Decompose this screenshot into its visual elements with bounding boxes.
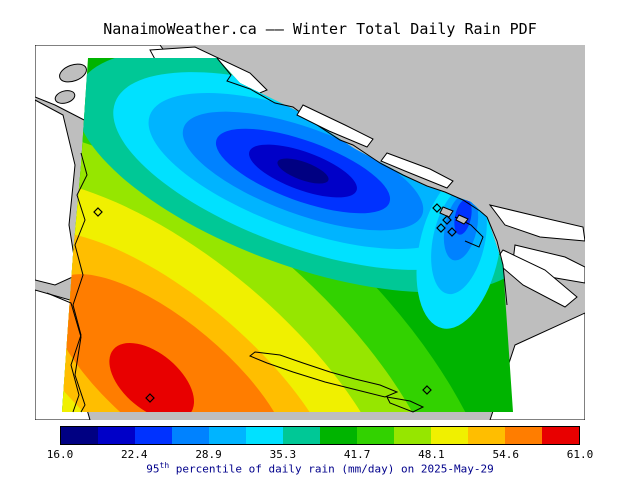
colorbar-tick-label: 41.7 (343, 448, 371, 461)
colorbar-tick-label: 22.4 (121, 448, 148, 461)
coastline-southwest (46, 292, 86, 413)
island-topleft-1 (59, 63, 87, 83)
colorbar-cell (394, 427, 431, 444)
colorbar (60, 426, 580, 445)
island-outline-small (386, 396, 425, 413)
colorbar-cell (98, 427, 135, 444)
colorbar-tick-label: 16.0 (46, 448, 74, 461)
island-outline-long (249, 351, 399, 398)
island-topleft-2 (54, 90, 76, 104)
station-markers (93, 203, 457, 403)
station-marker (432, 203, 442, 213)
caption-prefix: 95 (146, 462, 160, 476)
contour-bands-cool (75, 58, 513, 293)
coastline-west (70, 152, 88, 413)
colorbar-cell (542, 427, 579, 444)
water-shape-left-strip (35, 99, 78, 286)
coastline-strait-edge (486, 216, 508, 306)
contour-band (277, 158, 329, 184)
page-title: NanaimoWeather.ca —— Winter Total Daily … (103, 20, 537, 38)
station-marker (442, 215, 452, 225)
colorbar-cell (209, 427, 246, 444)
colorbar-tick-label: 54.6 (492, 448, 519, 461)
station-marker (447, 227, 457, 237)
island-ne-1 (439, 206, 454, 218)
colorbar-tick-label: 35.3 (269, 448, 297, 461)
contour-bands-warm (62, 76, 505, 412)
water-channel-inlet-a (296, 104, 374, 148)
station-marker (145, 393, 155, 403)
colorbar-cell (320, 427, 357, 444)
colorbar-cell (468, 427, 505, 444)
colorbar-cell (357, 427, 394, 444)
rain-field (62, 58, 513, 412)
coastline-mainland (216, 57, 488, 218)
colorbar-cell (135, 427, 172, 444)
colorbar-cell (431, 427, 468, 444)
caption-superscript: th (159, 461, 170, 470)
caption-rest: percentile of daily rain (mm/day) on 202… (169, 462, 494, 476)
colorbar-cell (246, 427, 283, 444)
colorbar-tick-label: 48.1 (418, 448, 445, 461)
contour-band (109, 342, 195, 412)
water-channel-inlet-b (380, 152, 454, 189)
colorbar-ticks: 16.0 22.4 28.9 35.3 41.7 48.1 54.6 61.0 (47, 448, 594, 461)
colorbar-tick-label: 61.0 (566, 448, 594, 461)
colorbar-cell (61, 427, 98, 444)
colorbar-cell (172, 427, 209, 444)
island-ne-2 (455, 214, 469, 225)
station-marker (436, 223, 446, 233)
colorbar-tick-label: 28.9 (195, 448, 222, 461)
contour-map (35, 45, 585, 420)
colorbar-cell (505, 427, 542, 444)
caption: 95th percentile of daily rain (mm/day) o… (0, 461, 640, 476)
station-marker (93, 207, 103, 217)
water-shape-inlet-1 (488, 204, 585, 242)
station-marker (422, 385, 432, 395)
colorbar-cell (283, 427, 320, 444)
